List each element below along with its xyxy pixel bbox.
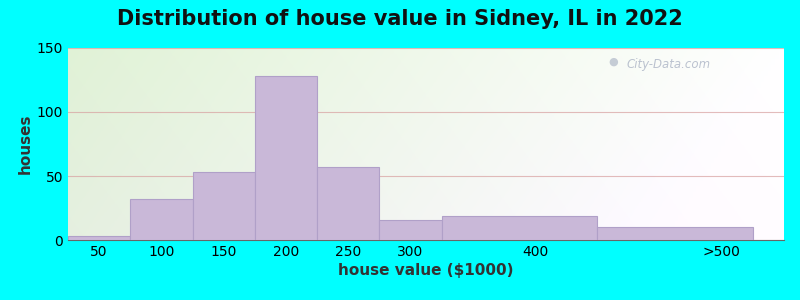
Bar (317, 167, 379, 240)
Bar (598, 227, 753, 240)
Bar (379, 220, 442, 240)
Bar (254, 76, 317, 240)
Text: City-Data.com: City-Data.com (626, 58, 710, 70)
Bar (442, 216, 598, 240)
Bar (193, 172, 254, 240)
Y-axis label: houses: houses (18, 114, 33, 174)
Bar (68, 236, 130, 240)
Text: ●: ● (609, 57, 618, 67)
X-axis label: house value ($1000): house value ($1000) (338, 263, 514, 278)
Bar (130, 199, 193, 240)
Text: Distribution of house value in Sidney, IL in 2022: Distribution of house value in Sidney, I… (117, 9, 683, 29)
